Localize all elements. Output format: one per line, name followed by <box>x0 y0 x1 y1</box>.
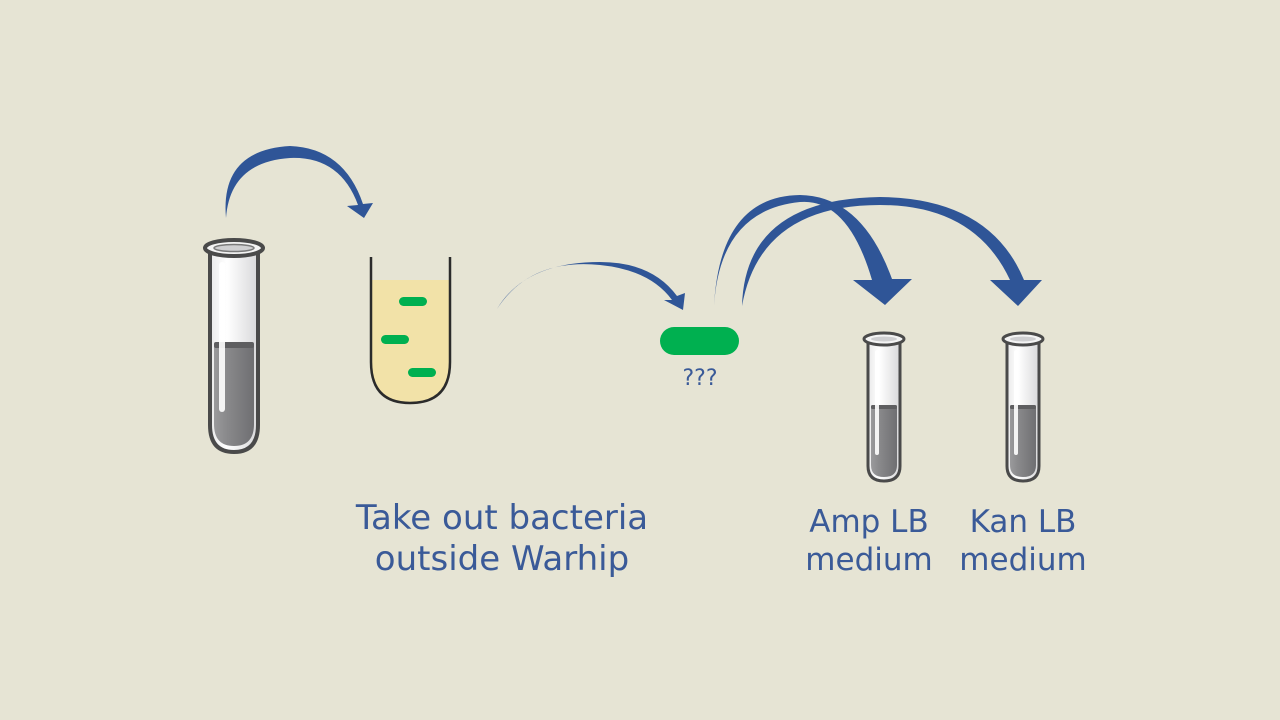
curved-arrow-icon <box>225 146 373 218</box>
take-out-bacteria-label: Take out bacteria outside Warhip <box>322 498 682 581</box>
bacterium-icon <box>660 327 739 355</box>
test-tube-icon <box>862 331 906 483</box>
test-tube-icon <box>203 238 265 455</box>
amp-line-2: medium <box>805 541 933 578</box>
amp-lb-medium-label: Amp LB medium <box>790 504 948 580</box>
bacterium-icon <box>408 368 436 377</box>
unknown-bacterium-label: ??? <box>682 366 718 391</box>
curved-arrow-icon <box>714 195 912 306</box>
culture-tube-icon <box>369 257 452 405</box>
bacterium-icon <box>381 335 409 344</box>
curved-arrow-icon <box>742 197 1042 306</box>
take-out-line-2: outside Warhip <box>374 539 630 580</box>
kan-lb-medium-label: Kan LB medium <box>944 504 1102 580</box>
kan-line-1: Kan LB <box>969 504 1077 540</box>
kan-line-2: medium <box>959 541 1087 578</box>
bacterium-icon <box>399 297 427 306</box>
curved-arrow-icon <box>497 262 685 310</box>
test-tube-icon <box>1001 331 1045 483</box>
take-out-line-1: Take out bacteria <box>355 498 649 538</box>
amp-line-1: Amp LB <box>809 504 929 540</box>
